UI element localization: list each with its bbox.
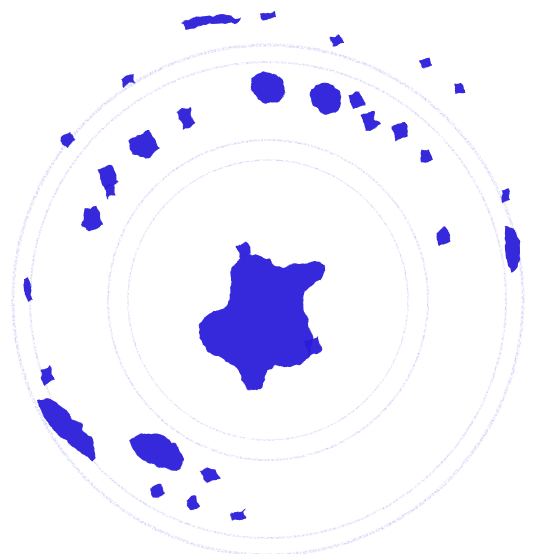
seal-outer-ink — [24, 12, 520, 520]
seal-arc-lettering — [82, 73, 450, 246]
seal-center-emblem — [198, 242, 327, 390]
